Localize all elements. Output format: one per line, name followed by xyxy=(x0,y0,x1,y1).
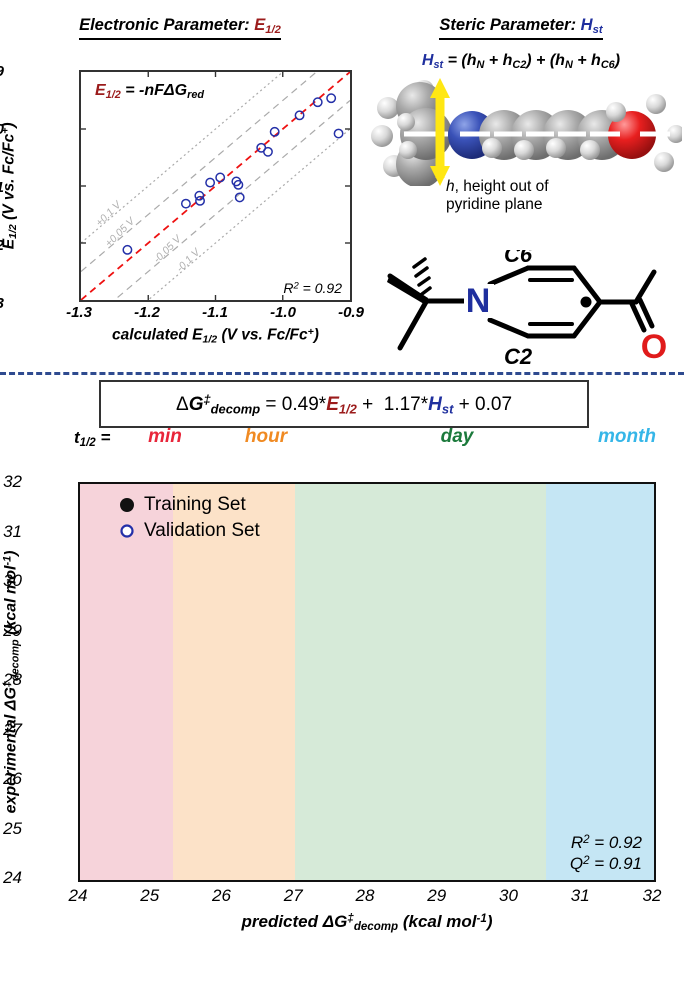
band-label-month: month xyxy=(597,426,657,447)
main-chart-ytick: 25 xyxy=(3,818,22,838)
top-chart-xtick: -1.0 xyxy=(270,304,296,321)
main-chart-plot-area: +10%+5%-5%-10% Training Set Validation S… xyxy=(78,482,656,882)
chemical-structure-diagram: N O C6 C2 xyxy=(387,250,667,368)
top-chart-x-axis-title: calculated E1/2 (V vs. Fc/Fc+) xyxy=(112,326,319,346)
steric-title-sub: st xyxy=(592,24,603,37)
electronic-parameter-panel: Electronic Parameter: E1/2 E1/2 (V vs. F… xyxy=(0,0,364,358)
section-divider xyxy=(0,372,684,375)
top-chart-xtick: -1.3 xyxy=(66,304,92,321)
model-equation-box: ΔG‡decomp = 0.49*E1/2 + 1.17*Hst + 0.07 xyxy=(99,380,589,428)
band-label-hour: hour xyxy=(244,426,288,447)
top-chart-r2-label: R xyxy=(283,280,294,296)
steric-parameter-title: Steric Parameter: Hst xyxy=(358,16,684,41)
top-chart-ytick: -1.0 xyxy=(0,121,4,138)
main-chart-ytick: 28 xyxy=(3,670,22,689)
main-chart-ytick: 30 xyxy=(3,571,22,590)
half-life-label: t1/2 = xyxy=(74,428,111,450)
top-chart-equation: E1/2 = -nFΔGred xyxy=(95,82,205,102)
svg-text:-0.1 V: -0.1 V xyxy=(174,246,203,275)
structure-label-n: N xyxy=(466,282,491,320)
electronic-title-prefix: Electronic Parameter: xyxy=(79,16,255,34)
main-chart-ytick: 24 xyxy=(3,868,22,887)
main-chart-ytick: 26 xyxy=(3,769,22,788)
height-caption: hh, height out of, height out ofpyridine… xyxy=(446,178,549,214)
steric-title-prefix: Steric Parameter: xyxy=(439,16,581,34)
main-chart-xtick: 26 xyxy=(212,886,231,905)
main-chart-ytick: 32 xyxy=(3,472,22,491)
main-chart-ytick: 27 xyxy=(3,719,22,739)
main-parity-chart: experimental ΔG‡decomp (kcal mol-1) pred… xyxy=(0,452,684,991)
top-chart-ytick: -1.3 xyxy=(0,295,4,312)
main-chart-statistics: R2 = 0.92 Q2 = 0.91 xyxy=(570,832,642,875)
top-chart-ytick: -0.9 xyxy=(0,63,4,80)
main-chart-r-squared: R2 = 0.92 xyxy=(570,832,642,852)
shaded-region-min xyxy=(80,484,174,880)
top-chart-xtick: -1.2 xyxy=(134,304,160,321)
main-chart-xtick: 32 xyxy=(642,886,662,905)
main-chart-xtick: 30 xyxy=(499,886,518,905)
main-chart-legend: Training Set Validation Set xyxy=(110,492,260,544)
top-chart-r2-value: = 0.92 xyxy=(302,280,342,296)
main-chart-q-squared: Q2 = 0.91 xyxy=(569,853,642,873)
steric-equation: Hst = (hN + hC2) + (hN + hC6) xyxy=(421,52,621,72)
open-circle-icon xyxy=(110,523,144,539)
legend-item-training: Training Set xyxy=(110,492,260,518)
half-life-band-labels: t1/2 = min hour day month xyxy=(0,426,684,456)
steric-parameter-panel: Steric Parameter: Hst Hst = (hN + hC2) +… xyxy=(358,0,684,382)
main-chart-x-axis-title: predicted ΔG‡decomp (kcal mol-1) xyxy=(241,912,493,934)
main-chart-ytick: 31 xyxy=(3,521,22,541)
structure-label-c2: C2 xyxy=(504,344,533,368)
model-equation-text: ΔG‡decomp = 0.49*E1/2 + 1.17*Hst + 0.07 xyxy=(175,391,513,417)
band-label-min: min xyxy=(148,426,182,447)
main-chart-xtick: 25 xyxy=(140,886,160,905)
legend-label-training: Training Set xyxy=(144,494,246,515)
top-chart-r-squared: R2 = 0.92 xyxy=(283,280,342,296)
main-chart-xtick: 31 xyxy=(570,886,590,905)
top-chart-plot-area: +0.1 V +0.05 V -0.05 V -0.1 V E1/2 = -nFΔGr… xyxy=(79,14,352,358)
band-label-day: day xyxy=(440,426,474,447)
legend-item-validation: Validation Set xyxy=(110,518,260,544)
electronic-title-sub: 1/2 xyxy=(265,24,281,37)
top-chart-ytick: -1.1 xyxy=(0,179,4,196)
shaded-region-hour xyxy=(173,484,296,880)
shaded-region-day xyxy=(295,484,547,880)
height-arrow-icon xyxy=(430,78,450,186)
legend-label-validation: Validation Set xyxy=(144,520,260,541)
filled-circle-icon xyxy=(110,497,144,513)
structure-label-c6: C6 xyxy=(504,250,533,267)
structure-label-o: O xyxy=(641,328,667,366)
top-chart-svg: +0.1 V+0.05 V -0.05 V-0.1 V xyxy=(80,14,351,358)
top-chart-xtick: -0.9 xyxy=(338,304,364,321)
top-chart-ytick: -1.2 xyxy=(0,237,4,254)
main-chart-ytick: 29 xyxy=(3,620,22,640)
main-chart-xtick: 27 xyxy=(283,886,303,905)
main-chart-xtick: 24 xyxy=(68,886,88,905)
shaded-region-month xyxy=(546,484,654,880)
model-coef-h: 1.17 xyxy=(383,393,421,415)
model-coef-e: 0.49 xyxy=(281,393,319,415)
space-filling-molecule-image xyxy=(371,78,682,186)
top-chart-xtick: -1.1 xyxy=(202,304,228,321)
main-chart-xtick: 29 xyxy=(427,886,447,905)
model-intercept: 0.07 xyxy=(475,393,513,415)
electronic-parameter-title: Electronic Parameter: E1/2 xyxy=(0,16,360,41)
main-chart-xtick: 28 xyxy=(355,886,375,905)
